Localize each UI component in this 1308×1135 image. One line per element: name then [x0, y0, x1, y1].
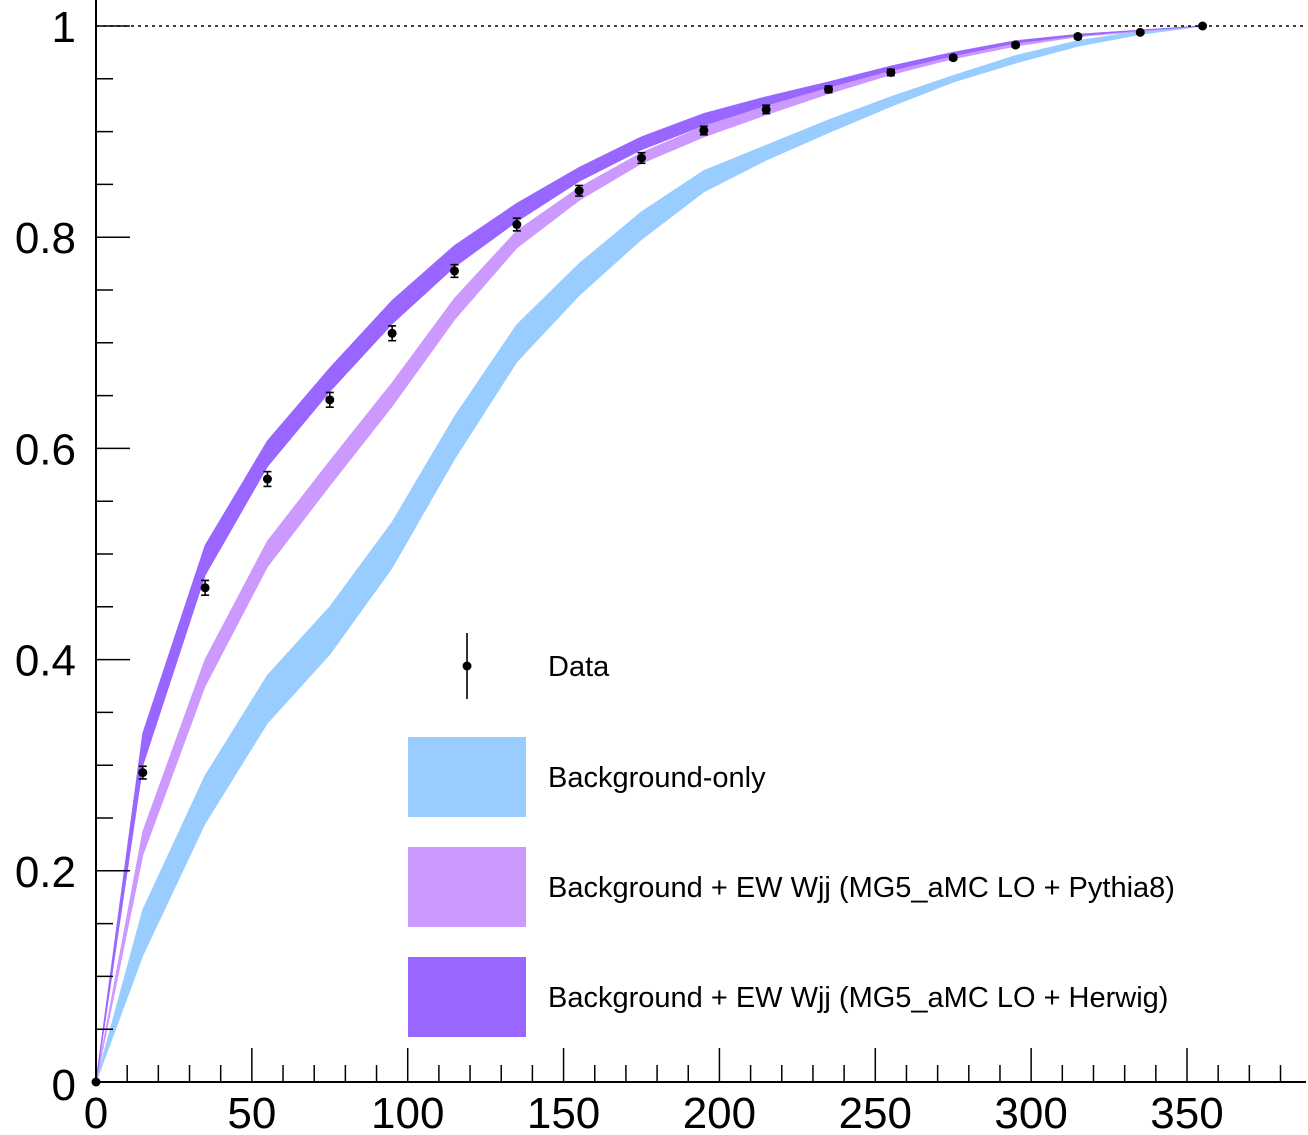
data-points-layer [91, 21, 1208, 1087]
y-tick-label: 0.4 [15, 637, 76, 686]
x-tick-label: 50 [227, 1089, 276, 1135]
data-point [948, 53, 958, 63]
y-tick-label: 0.6 [15, 425, 76, 474]
x-tick-label: 250 [839, 1089, 912, 1135]
data-point [761, 104, 771, 114]
legend-label: Background-only [548, 762, 766, 794]
legend-swatch [408, 957, 526, 1037]
x-tick-label: 350 [1150, 1089, 1223, 1135]
legend: Data Background-only Background + EW Wjj (… [408, 633, 1175, 1037]
x-tick-label: 100 [371, 1089, 444, 1135]
data-point [512, 220, 522, 230]
legend-marker-point [462, 661, 472, 671]
data-point [1073, 32, 1083, 42]
legend-swatch [408, 737, 526, 817]
axes-layer: 0 50 100 150 200 250 300 350 0 0.2 0.4 0.6 0.8 1 [15, 0, 1306, 1135]
data-point [1011, 40, 1021, 50]
x-tick-label: 200 [683, 1089, 756, 1135]
legend-label: Background + EW Wjj (MG5_aMC LO + Pythia… [548, 872, 1175, 904]
y-tick-label: 0 [52, 1061, 76, 1110]
x-tick-label: 300 [994, 1089, 1067, 1135]
data-point [699, 126, 709, 136]
data-point [824, 84, 834, 94]
data-point [637, 153, 646, 163]
data-point [1198, 21, 1208, 31]
legend-swatch [408, 847, 526, 927]
data-point [200, 583, 210, 593]
data-point [449, 266, 459, 276]
x-tick-label: 0 [84, 1089, 108, 1135]
band-layer [95, 25, 1203, 1083]
y-tick-label: 0.8 [15, 214, 76, 263]
y-tick-label: 0.2 [15, 848, 76, 897]
data-point [886, 67, 896, 77]
legend-label: Background + EW Wjj (MG5_aMC LO + Herwig… [548, 982, 1168, 1014]
data-point [325, 395, 335, 405]
band-series-2 [95, 25, 1203, 1083]
legend-label: Data [548, 651, 610, 683]
x-tick-label: 150 [527, 1089, 600, 1135]
data-point [387, 328, 397, 338]
y-tick-label: 1 [52, 3, 76, 52]
data-point [574, 186, 584, 196]
data-point [1135, 27, 1145, 37]
data-point [138, 768, 148, 778]
data-point [262, 474, 272, 484]
